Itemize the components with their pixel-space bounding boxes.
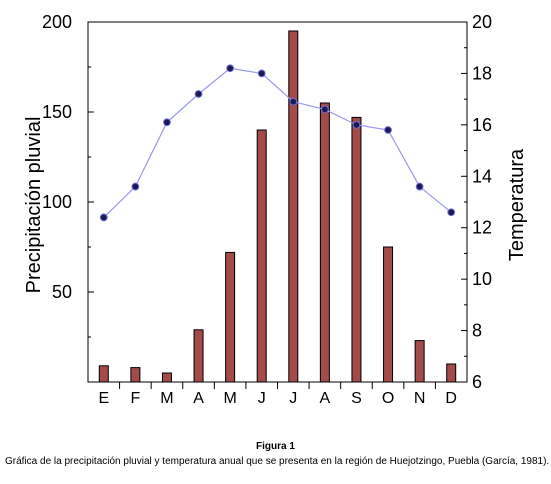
precipitation-bar: [130, 367, 141, 383]
precipitation-bar: [351, 116, 362, 383]
right-axis-title: Temperatura: [506, 148, 528, 261]
month-label: S: [351, 390, 362, 407]
temperature-line: [99, 64, 456, 222]
temperature-point: [447, 208, 456, 217]
precipitation-bar: [288, 30, 299, 383]
precipitation-bar: [193, 329, 204, 383]
month-label: A: [320, 390, 331, 407]
precipitation-bar: [383, 246, 394, 383]
precipitation-bar: [446, 363, 457, 383]
month-label: D: [445, 390, 457, 407]
left-tick-label: 50: [52, 282, 72, 302]
temperature-point: [257, 69, 266, 78]
ticks-layer: 50 100 150 200 6 8 10 12 14 16 18 20 E F M A M J J A S O N D: [42, 12, 492, 407]
right-tick-label: 14: [472, 166, 492, 186]
figure-title: Figura 1: [256, 441, 295, 452]
temperature-line-path: [103, 67, 452, 218]
precipitation-bar: [161, 372, 172, 383]
month-label: J: [289, 390, 297, 407]
right-tick-label: 18: [472, 63, 492, 83]
month-label: O: [382, 390, 394, 407]
right-tick-label: 20: [472, 12, 492, 32]
right-axis-title-text: Temperatura: [506, 148, 528, 261]
climate-chart: 50 100 150 200 6 8 10 12 14 16 18 20 E F M A M J J A S O N D Pr…: [23, 12, 528, 407]
temperature-point: [352, 120, 361, 129]
month-label: E: [98, 390, 109, 407]
month-label: N: [414, 390, 426, 407]
precipitation-bar: [225, 251, 236, 383]
precipitation-bar: [319, 102, 330, 383]
temperature-point: [384, 126, 392, 134]
figure-caption: Gráfica de la precipitación pluvial y te…: [5, 456, 550, 467]
month-label: M: [223, 390, 236, 407]
temperature-point: [131, 182, 140, 191]
left-axis-title: Precipitación pluvial: [23, 117, 45, 294]
precipitation-bar: [98, 365, 109, 383]
temperature-point: [194, 90, 203, 98]
plot-frame: [87, 21, 468, 383]
right-tick-label: 10: [472, 269, 492, 289]
temperature-point: [415, 182, 424, 191]
temperature-point: [99, 213, 108, 222]
temperature-point: [226, 64, 235, 73]
precipitation-bar: [414, 340, 425, 383]
right-tick-label: 6: [472, 372, 482, 392]
left-axis-title-text: Precipitación pluvial: [23, 117, 45, 294]
left-tick-label: 150: [42, 102, 72, 122]
right-tick-label: 12: [472, 218, 492, 238]
right-tick-label: 16: [472, 115, 492, 135]
month-label: J: [258, 390, 266, 407]
temperature-point: [289, 97, 298, 106]
month-label: A: [193, 390, 204, 407]
temperature-point: [320, 105, 329, 114]
month-label: M: [160, 390, 173, 407]
month-label: F: [130, 390, 140, 407]
left-tick-label: 200: [42, 12, 72, 32]
temperature-point: [163, 118, 171, 127]
left-tick-label: 100: [42, 192, 72, 212]
precipitation-bar: [256, 129, 267, 383]
right-tick-label: 8: [472, 321, 482, 341]
precipitation-bars: [98, 30, 457, 383]
